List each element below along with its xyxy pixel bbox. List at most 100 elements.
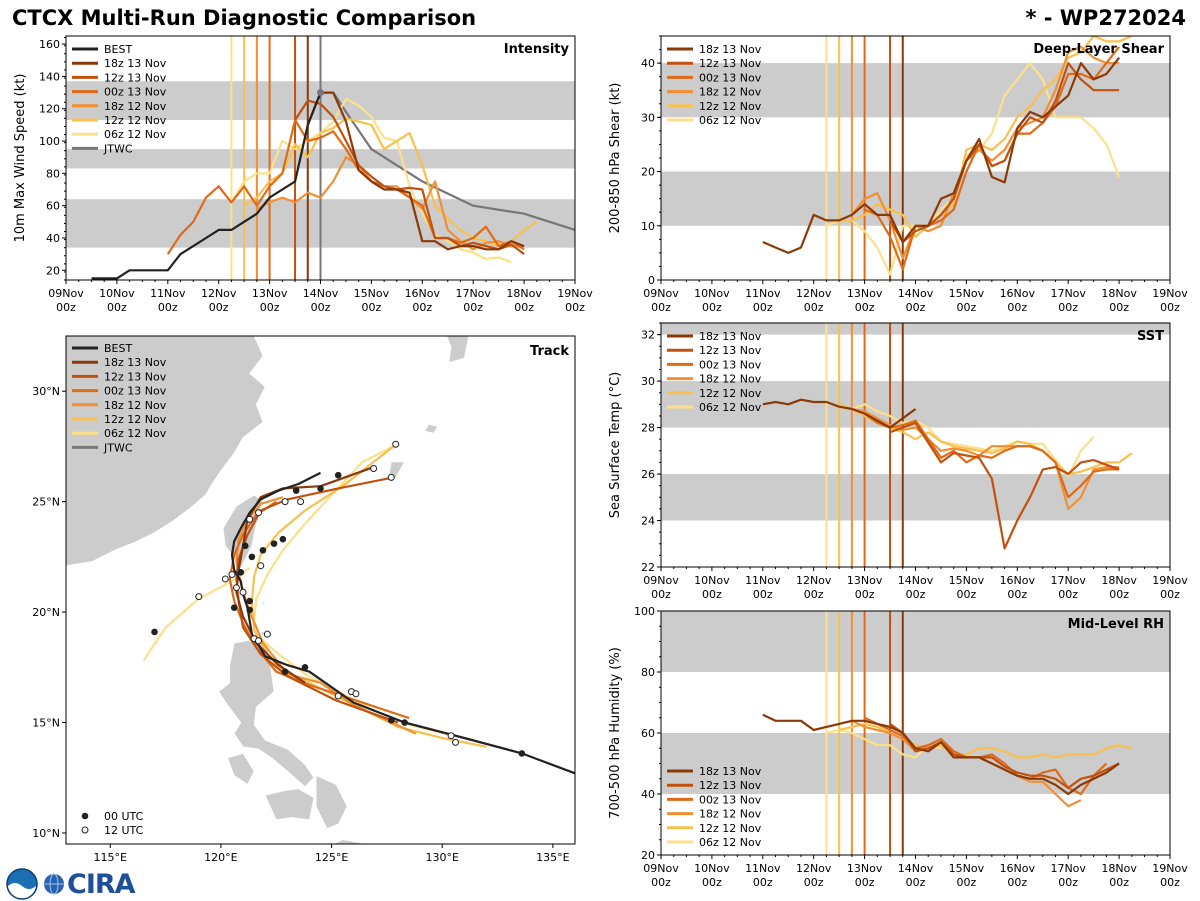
track-marker-12utc xyxy=(255,637,263,645)
sst-band-2 xyxy=(661,323,1170,335)
land-0 xyxy=(66,336,266,567)
shear-xtick-hour: 00z xyxy=(906,301,926,314)
cira-logo: CIRA xyxy=(5,867,136,901)
track-marker-12utc xyxy=(447,732,455,740)
land-9 xyxy=(446,336,470,363)
noaa-icon xyxy=(6,868,38,900)
shear-title: Deep-Layer Shear xyxy=(1033,42,1164,57)
rh-series-18z-13-nov xyxy=(762,713,1120,796)
track-legend-label: 12z 13 Nov xyxy=(104,370,167,383)
shear-legend-label: 18z 12 Nov xyxy=(699,86,762,99)
track-ytick-label: 20°N xyxy=(32,606,60,619)
intensity-xtick-label: 19Nov xyxy=(557,287,593,300)
marker-legend-12utc xyxy=(81,826,89,834)
rh-legend-label: 00z 13 Nov xyxy=(699,793,762,806)
track-marker-00utc xyxy=(334,471,342,479)
track-marker-00utc xyxy=(259,546,267,554)
globe-icon xyxy=(44,873,64,895)
sst-xtick-label: 12Nov xyxy=(796,574,832,587)
rh-legend-label: 06z 12 Nov xyxy=(699,836,762,849)
intensity-xtick-hour: 00z xyxy=(260,301,280,314)
marker-legend-label: 12 UTC xyxy=(104,824,144,837)
track-marker-00utc xyxy=(301,664,309,671)
shear-xtick-label: 16Nov xyxy=(1000,287,1036,300)
shear-xtick-hour: 00z xyxy=(1109,301,1129,314)
sst-legend-label: 18z 13 Nov xyxy=(699,330,762,343)
intensity-series-12z-13-nov xyxy=(294,99,525,255)
rh-xtick-hour: 00z xyxy=(804,876,824,889)
intensity-legend-label: 18z 12 Nov xyxy=(104,100,167,113)
track-marker-00utc xyxy=(317,485,324,492)
track-marker-12utc xyxy=(387,473,395,481)
intensity-series-00z-13-nov xyxy=(166,118,525,255)
intensity-legend-label: 12z 12 Nov xyxy=(104,114,167,127)
intensity-xtick-label: 14Nov xyxy=(303,287,339,300)
rh-xtick-label: 09Nov xyxy=(643,862,679,875)
track-marker-00utc xyxy=(151,628,158,636)
land-7 xyxy=(423,423,439,434)
rh-xtick-hour: 00z xyxy=(1058,876,1078,889)
intensity-legend-label: 18z 13 Nov xyxy=(104,57,167,70)
shear-legend-label: 18z 13 Nov xyxy=(699,43,762,56)
land-10 xyxy=(262,600,266,607)
land-8 xyxy=(388,461,406,478)
shear-xtick-label: 13Nov xyxy=(847,287,883,300)
intensity-ytick-label: 140 xyxy=(39,70,60,83)
rh-xtick-hour: 00z xyxy=(855,876,875,889)
intensity-xtick-label: 10Nov xyxy=(99,287,135,300)
sst-legend-label: 06z 12 Nov xyxy=(699,401,762,414)
sst-xtick-label: 19Nov xyxy=(1152,574,1188,587)
track-marker-12utc xyxy=(221,575,229,583)
track-xtick-label: 115°E xyxy=(94,851,127,864)
intensity-xtick-label: 12Nov xyxy=(201,287,237,300)
track-legend-label: 00z 13 Nov xyxy=(104,385,167,398)
rh-ylabel: 700-500 hPa Humidity (%) xyxy=(608,647,623,819)
intensity-ytick-label: 100 xyxy=(39,135,60,148)
sst-xtick-label: 16Nov xyxy=(1000,574,1036,587)
track-marker-12utc xyxy=(297,498,305,506)
sst-ylabel: Sea Surface Temp (°C) xyxy=(608,372,623,519)
sst-xtick-hour: 00z xyxy=(804,588,824,601)
track-ytick-label: 15°N xyxy=(32,717,60,730)
shear-legend-label: 12z 12 Nov xyxy=(699,100,762,113)
rh-xtick-hour: 00z xyxy=(1160,876,1180,889)
intensity-xtick-hour: 00z xyxy=(514,301,534,314)
track-xtick-label: 130°E xyxy=(425,851,458,864)
shear-xtick-hour: 00z xyxy=(1007,301,1027,314)
sst-xtick-label: 10Nov xyxy=(694,574,730,587)
marker-legend-label: 00 UTC xyxy=(104,810,144,823)
track-marker-12utc xyxy=(263,630,271,638)
sst-legend-label: 12z 12 Nov xyxy=(699,387,762,400)
shear-xtick-label: 19Nov xyxy=(1152,287,1188,300)
track-title: Track xyxy=(530,344,569,359)
shear-series-group xyxy=(762,36,1133,276)
track-marker-12utc xyxy=(392,440,400,448)
sst-xtick-label: 13Nov xyxy=(847,574,883,587)
intensity-xtick-hour: 00z xyxy=(565,301,585,314)
sst-xtick-hour: 00z xyxy=(753,588,773,601)
intensity-xtick-label: 18Nov xyxy=(506,287,542,300)
sst-xtick-label: 11Nov xyxy=(745,574,781,587)
shear-ytick-label: 0 xyxy=(648,274,655,287)
storm-id: * - WP272024 xyxy=(1025,6,1186,30)
track-lines xyxy=(142,440,575,775)
rh-xtick-label: 14Nov xyxy=(898,862,934,875)
track-marker-12utc xyxy=(246,515,254,523)
track-frame xyxy=(65,335,576,845)
sst-xtick-hour: 00z xyxy=(1058,588,1078,601)
intensity-series-best xyxy=(91,92,322,280)
rh-series-group xyxy=(762,713,1133,808)
intensity-ylabel: 10m Max Wind Speed (kt) xyxy=(13,74,28,243)
intensity-xtick-hour: 00z xyxy=(362,301,382,314)
intensity-xtick-label: 11Nov xyxy=(150,287,186,300)
track-marker-00utc xyxy=(248,553,256,561)
rh-xtick-label: 13Nov xyxy=(847,862,883,875)
track-legend-label: JTWC xyxy=(103,441,133,454)
sst-legend-label: 18z 12 Nov xyxy=(699,373,762,386)
land-5 xyxy=(332,839,368,844)
track-marker-00utc xyxy=(292,487,300,494)
rh-xtick-label: 11Nov xyxy=(745,862,781,875)
track-legend-label: BEST xyxy=(104,342,132,355)
track-marker-00utc xyxy=(401,719,408,726)
track-ytick-label: 30°N xyxy=(32,385,60,398)
